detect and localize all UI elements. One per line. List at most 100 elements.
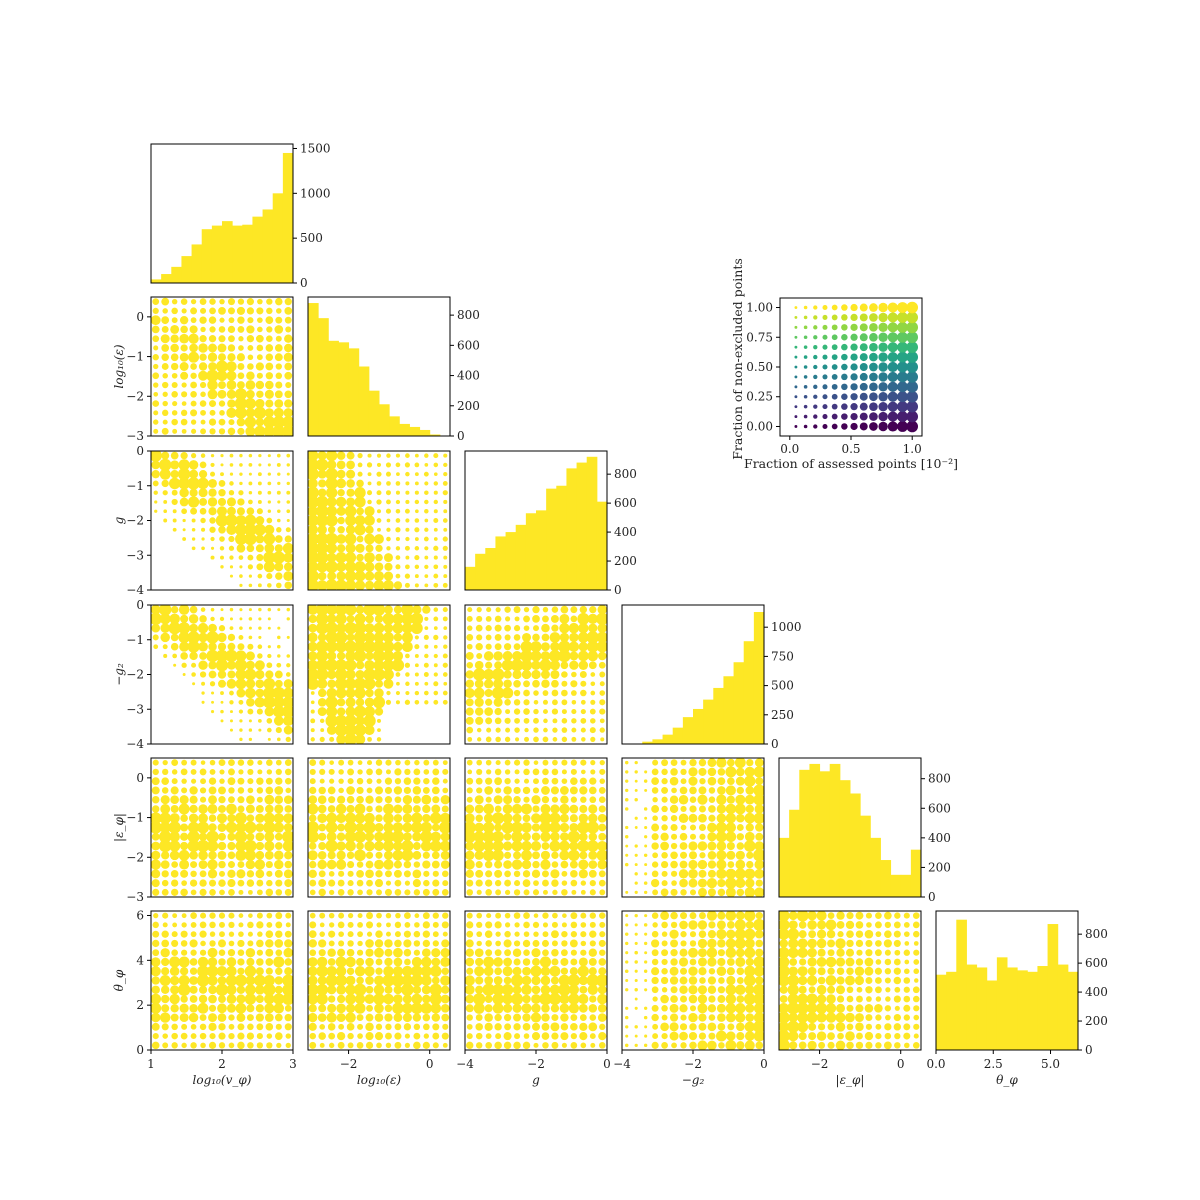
scatter-point [239, 574, 243, 578]
scatter-point [807, 911, 817, 921]
scatter-point [494, 1041, 502, 1050]
scatter-point [354, 966, 366, 977]
scatter-point [335, 956, 347, 968]
scatter-point [625, 844, 629, 848]
scatter-point [171, 949, 178, 957]
scatter-point [521, 822, 532, 833]
scatter-point [707, 888, 716, 897]
scatter-point [884, 958, 892, 966]
hist-bar [890, 874, 902, 897]
scatter-point [264, 850, 274, 860]
scatter-point [316, 532, 329, 546]
legend-point [794, 405, 798, 409]
scatter-point [568, 849, 580, 862]
scatter-point [198, 660, 208, 670]
scatter-point [422, 888, 430, 896]
scatter-point [326, 725, 337, 735]
scatter-point [325, 839, 338, 853]
scatter-point [180, 832, 189, 841]
scatter-point [189, 343, 198, 353]
x-tick-label: 5.0 [1041, 1057, 1060, 1071]
scatter-point [178, 477, 191, 490]
scatter-point [328, 768, 335, 775]
scatter-point [357, 760, 363, 766]
scatter-point [180, 930, 188, 938]
scatter-point [787, 947, 799, 959]
scatter-point [625, 988, 629, 992]
scatter-point [570, 921, 578, 929]
scatter-point [679, 832, 688, 841]
scatter-point [265, 362, 274, 371]
scatter-point [151, 869, 161, 879]
scatter-point [365, 869, 374, 879]
scatter-point [539, 821, 552, 834]
scatter-point [746, 851, 754, 859]
scatter-point [521, 840, 532, 852]
scatter-point [726, 958, 735, 966]
scatter-point [578, 859, 589, 870]
scatter-point [207, 869, 218, 879]
scatter-point [559, 832, 569, 842]
legend-point [850, 373, 858, 381]
scatter-point [171, 879, 179, 887]
scatter-point [424, 626, 429, 631]
scatter-point [727, 777, 735, 786]
scatter-point [744, 1021, 756, 1033]
scatter-point [277, 509, 281, 513]
scatter-point [208, 795, 217, 805]
scatter-point [542, 699, 548, 705]
axes-frame [307, 296, 451, 437]
scatter-point [725, 813, 737, 824]
scatter-point [651, 823, 660, 832]
scatter-point [513, 786, 521, 795]
scatter-point [152, 298, 160, 305]
scatter-point [511, 859, 523, 870]
scatter-point [743, 993, 756, 1005]
scatter-point [325, 487, 338, 499]
scatter-point [433, 453, 439, 459]
scatter-point [589, 921, 596, 928]
scatter-point [200, 517, 206, 524]
scatter-point [171, 1023, 178, 1031]
scatter-point [625, 1006, 629, 1010]
scatter-point [283, 571, 293, 582]
legend-point [906, 381, 919, 393]
scatter-point [424, 564, 429, 569]
scatter-point [254, 859, 266, 870]
scatter-point [170, 324, 180, 334]
scatter-point [219, 298, 225, 305]
scatter-point [422, 813, 431, 823]
scatter-point [753, 812, 764, 824]
scatter-point [541, 786, 550, 795]
scatter-point [521, 849, 532, 861]
scatter-point [439, 840, 450, 852]
scatter-point [644, 960, 648, 964]
scatter-point [689, 940, 697, 947]
scatter-point [599, 768, 606, 775]
scatter-point [643, 779, 648, 783]
scatter-point [494, 661, 503, 670]
scatter-point [161, 870, 169, 878]
scatter-point [374, 975, 384, 986]
scatter-point [192, 682, 196, 686]
scatter-point [558, 983, 571, 996]
scatter-point [708, 967, 716, 975]
scatter-point [482, 830, 495, 843]
scatter-point [670, 986, 678, 994]
scatter-point [513, 889, 521, 896]
scatter-point [466, 796, 473, 803]
scatter-point [866, 922, 872, 928]
scatter-point [264, 706, 275, 717]
scatter-point [152, 930, 160, 938]
hist-bar [733, 662, 745, 744]
scatter-point [779, 928, 790, 940]
scatter-point [504, 879, 512, 887]
scatter-point [475, 1014, 483, 1021]
scatter-point [569, 939, 578, 948]
scatter-point [374, 614, 384, 624]
scatter-point [245, 426, 256, 436]
scatter-point [561, 880, 568, 886]
scatter-point [670, 870, 678, 877]
scatter-point [571, 671, 577, 678]
scatter-point [513, 689, 521, 697]
